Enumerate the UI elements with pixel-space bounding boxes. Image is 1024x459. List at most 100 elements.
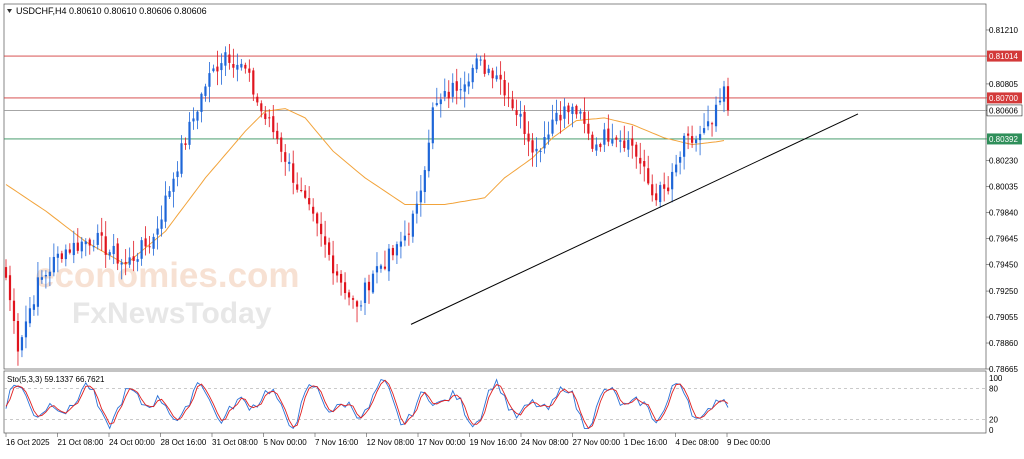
candle — [228, 43, 231, 70]
candle — [8, 265, 12, 312]
ascending-trendline[interactable] — [410, 113, 859, 325]
candle-body — [236, 64, 239, 70]
candle — [132, 240, 135, 272]
stochastic-tick-label: 80 — [989, 384, 998, 393]
candle — [599, 142, 602, 152]
candle-body — [48, 271, 51, 277]
candle-body — [379, 265, 383, 269]
candle — [551, 104, 554, 137]
candle-body — [296, 184, 299, 190]
candle — [371, 270, 375, 294]
candlesticks — [4, 43, 730, 366]
candle-body — [587, 123, 590, 134]
candle-body — [575, 105, 578, 115]
candle-body — [391, 248, 395, 256]
candle-body — [639, 157, 642, 164]
candle — [579, 108, 582, 120]
candle-body — [655, 193, 658, 201]
candle — [419, 175, 422, 217]
candle — [12, 288, 16, 334]
candle-body — [252, 70, 255, 95]
candle — [679, 151, 682, 175]
candle-body — [455, 81, 458, 91]
stochastic-title: Sto(5,3,3) 59.1337 66.7621 — [7, 375, 105, 384]
candle-body — [264, 113, 267, 120]
candle — [76, 228, 79, 254]
candle — [236, 53, 239, 82]
candle-body — [623, 140, 626, 148]
candle-body — [256, 96, 259, 103]
price-tick-label: 0.80035 — [989, 183, 1018, 192]
candle — [611, 123, 614, 147]
triangle-down-icon[interactable] — [7, 9, 12, 13]
candle-body — [423, 170, 426, 193]
candle — [308, 186, 311, 211]
candle-body — [20, 337, 24, 351]
candle-body — [164, 195, 167, 222]
candle — [335, 263, 339, 283]
candle — [172, 172, 175, 208]
candle — [268, 109, 271, 128]
candle-body — [60, 253, 63, 260]
candle-body — [579, 111, 582, 114]
candle — [399, 231, 403, 259]
price-label: 0.80606 — [989, 106, 1018, 115]
candle — [475, 53, 478, 74]
candle — [176, 161, 179, 187]
candle-body — [459, 89, 462, 91]
candle-body — [28, 308, 32, 324]
candle-body — [355, 301, 359, 307]
candle-body — [367, 281, 371, 291]
candle — [248, 59, 251, 82]
candle — [663, 172, 666, 202]
candle-body — [427, 142, 430, 172]
candle — [312, 198, 315, 222]
candle-body — [503, 79, 506, 96]
candle — [136, 252, 139, 272]
trendline[interactable] — [410, 113, 859, 325]
price-label: 0.80392 — [989, 135, 1018, 144]
candle — [60, 250, 63, 263]
candle — [359, 300, 363, 311]
candle-body — [339, 273, 343, 283]
candle-body — [635, 144, 638, 157]
candle — [212, 64, 215, 73]
price-label: 0.81014 — [989, 52, 1018, 61]
candle — [20, 335, 24, 358]
candle-body — [331, 255, 335, 274]
candle-body — [491, 70, 494, 79]
candle — [431, 102, 434, 150]
candle — [16, 313, 20, 366]
candle — [232, 48, 235, 78]
time-axis: 16 Oct 2025 21 Oct 08:00 24 Oct 00:00 28 Oc… — [5, 433, 771, 447]
candle — [423, 166, 426, 204]
candle — [483, 53, 486, 77]
candle — [328, 237, 331, 261]
candle — [180, 135, 183, 178]
candle — [563, 98, 566, 128]
time-tick-label: 28 Oct 16:00 — [161, 438, 207, 447]
candle-body — [108, 252, 111, 256]
candle — [200, 92, 203, 123]
candle-body — [671, 171, 674, 190]
candle — [503, 71, 506, 106]
candle-body — [631, 138, 634, 146]
candle — [531, 133, 534, 167]
candle-body — [316, 213, 319, 224]
candle-body — [188, 121, 191, 145]
candle-body — [288, 161, 291, 164]
candle — [427, 129, 430, 178]
candle-body — [176, 171, 179, 178]
candle-body — [479, 59, 482, 61]
candle-body — [399, 241, 403, 247]
candle — [495, 66, 498, 82]
candle-body — [619, 140, 622, 142]
candle — [702, 113, 706, 135]
candle-body — [694, 139, 698, 144]
candle — [80, 237, 83, 259]
candle-body — [128, 257, 131, 265]
candle — [726, 77, 730, 116]
candle — [164, 181, 167, 229]
candle-body — [599, 144, 602, 148]
